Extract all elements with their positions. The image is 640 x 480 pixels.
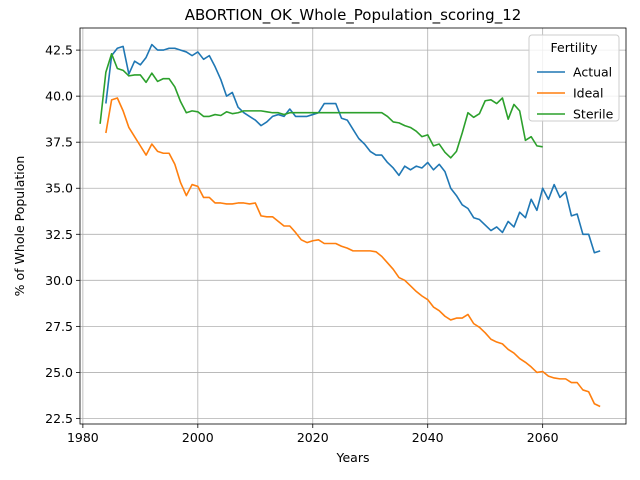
series-line-ideal <box>105 97 601 408</box>
x-tick-label: 1980 <box>67 430 99 445</box>
x-tick-label: 2020 <box>297 430 329 445</box>
plot-frame <box>79 27 627 425</box>
grid-lines <box>80 28 626 424</box>
legend-label-sterile: Sterile <box>573 107 614 122</box>
legend-label-ideal: Ideal <box>573 86 603 101</box>
y-tick-label: 25.0 <box>45 365 73 380</box>
y-tick-label: 22.5 <box>45 411 73 426</box>
series-lines <box>99 43 601 408</box>
x-axis-label: Years <box>336 450 370 465</box>
series-line-actual <box>105 43 601 254</box>
y-tick-label: 37.5 <box>45 135 73 150</box>
legend: Fertility Actual Ideal Sterile <box>528 34 620 122</box>
series-line-sterile <box>99 52 543 159</box>
y-tick-label: 35.0 <box>45 181 73 196</box>
y-tick-label: 27.5 <box>45 319 73 334</box>
y-tick-label: 32.5 <box>45 227 73 242</box>
y-tick-label: 30.0 <box>45 273 73 288</box>
y-axis-label: % of Whole Population <box>12 156 27 297</box>
y-tick-label: 42.5 <box>45 43 73 58</box>
legend-box <box>528 34 620 122</box>
axis-ticks: 1980 2000 2020 2040 2060 22.5 25.0 27.5 30.0 32.5… <box>45 43 558 445</box>
y-tick-label: 40.0 <box>45 89 73 104</box>
legend-label-actual: Actual <box>573 65 612 80</box>
x-tick-label: 2000 <box>182 430 214 445</box>
x-tick-label: 2040 <box>412 430 444 445</box>
chart-title: ABORTION_OK_Whole_Population_scoring_12 <box>185 6 522 25</box>
legend-title: Fertility <box>551 40 599 55</box>
x-tick-label: 2060 <box>527 430 559 445</box>
